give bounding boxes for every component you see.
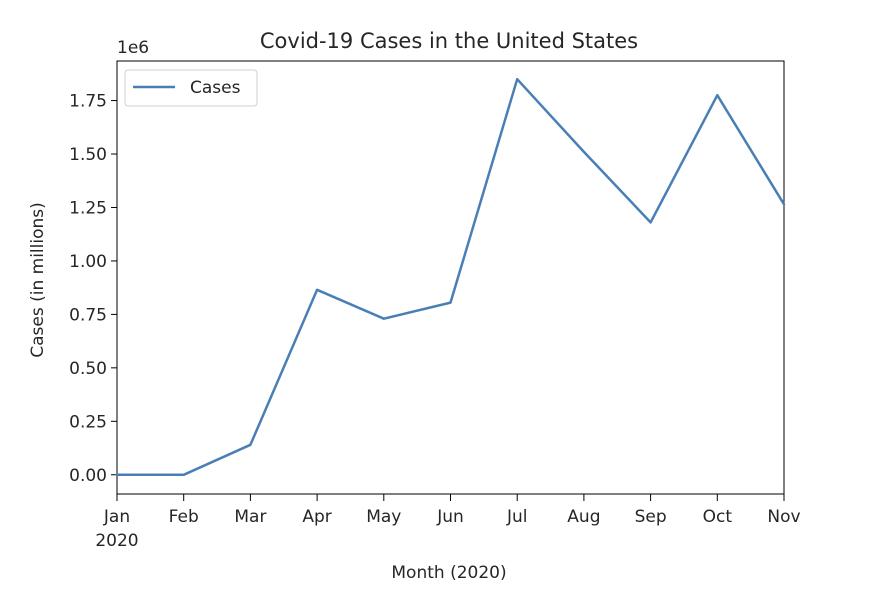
x-tick-label: Feb	[169, 507, 199, 527]
y-axis: 0.00 0.25 0.50 0.75 1.00 1.25 1.50 1.75	[69, 92, 117, 486]
x-tick-label: Aug	[567, 507, 600, 527]
y-tick-label: 1.00	[69, 252, 107, 272]
y-tick-label: 1.25	[69, 198, 107, 218]
x-tick-label: Mar	[234, 507, 266, 527]
x-tick-label: Sep	[635, 507, 667, 527]
x-tick-label: Apr	[302, 507, 331, 527]
x-tick-year-label: 2020	[95, 531, 138, 551]
y-offset-label: 1e6	[117, 38, 149, 58]
x-tick-label: Jan	[103, 507, 130, 527]
series-line-cases	[115, 77, 786, 477]
plot-frame	[116, 60, 785, 495]
x-tick-label: Nov	[767, 507, 800, 527]
y-tick-label: 0.50	[69, 359, 107, 379]
x-tick-label: Jul	[506, 507, 528, 527]
legend: Cases	[124, 69, 258, 107]
legend-label-cases: Cases	[190, 78, 241, 98]
y-tick-label: 1.50	[69, 145, 107, 165]
legend-box	[124, 69, 258, 107]
y-axis-label: Cases (in millions)	[28, 202, 48, 358]
series-layer	[115, 77, 786, 477]
x-axis: Jan 2020 Feb Mar Apr May Jun Jul Aug Sep Oct Nov	[95, 494, 801, 551]
x-tick-label: May	[366, 507, 401, 527]
y-tick-label: 0.00	[69, 466, 107, 486]
x-tick-label: Jun	[436, 507, 464, 527]
chart-title: Covid-19 Cases in the United States	[260, 29, 638, 53]
x-axis-label: Month (2020)	[391, 563, 506, 583]
plot-area: 0.00 0.25 0.50 0.75 1.00 1.25 1.50 1.75 Jan 2020…	[69, 60, 801, 551]
x-tick-label: Oct	[703, 507, 733, 527]
y-tick-label: 1.75	[69, 92, 107, 112]
y-tick-label: 0.75	[69, 305, 107, 325]
y-tick-label: 0.25	[69, 412, 107, 432]
